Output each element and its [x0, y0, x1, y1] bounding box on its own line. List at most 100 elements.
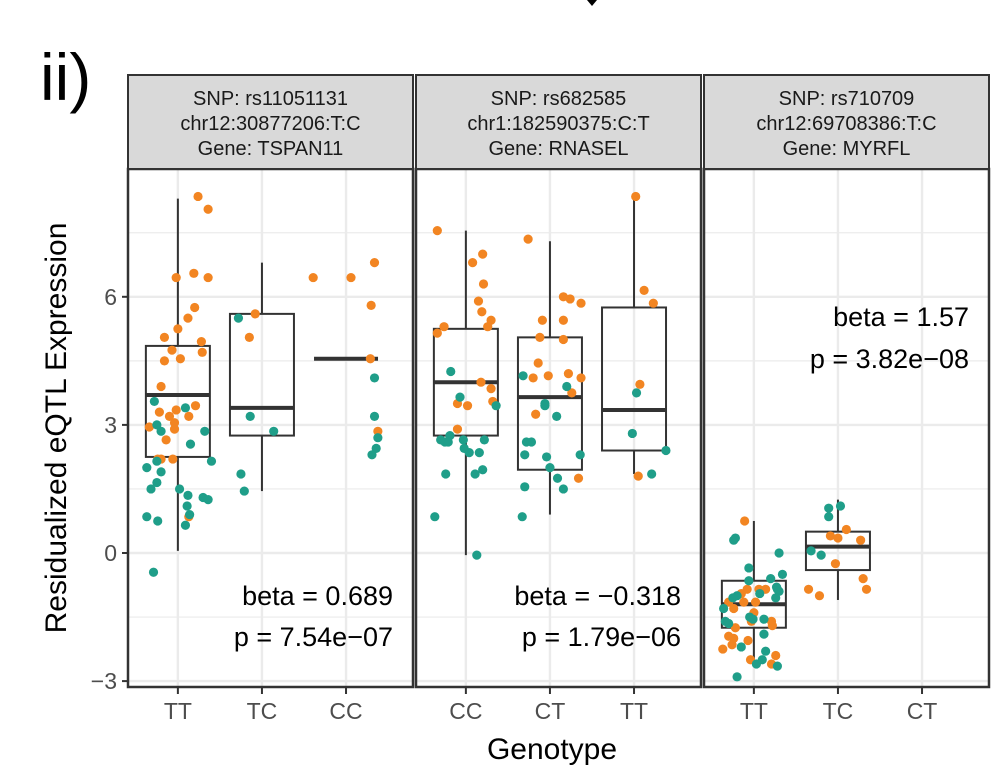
data-point-orange	[718, 644, 728, 654]
strip-line: chr12:30877206:T:C	[180, 113, 360, 135]
data-point-orange	[452, 424, 463, 434]
data-point-teal	[520, 450, 530, 460]
data-point-orange	[565, 294, 575, 304]
boxplot-tt	[601, 196, 668, 475]
data-point-orange	[154, 407, 164, 417]
data-point-orange	[825, 531, 835, 541]
data-point-orange	[771, 650, 781, 661]
data-point-teal	[436, 435, 446, 445]
data-point-teal	[730, 533, 740, 543]
data-point-teal	[430, 512, 440, 522]
data-point-orange	[563, 369, 574, 379]
data-point-teal	[459, 443, 469, 453]
data-point-teal	[185, 509, 195, 520]
y-tick-label: 3	[104, 412, 117, 438]
data-point-teal	[562, 381, 572, 392]
data-point-orange	[742, 584, 752, 594]
facet-panel: beta = 0.689 p = 7.54e−07 SNP: rs11051131 c…	[126, 74, 415, 724]
data-point-teal	[239, 486, 249, 496]
data-point-teal	[174, 484, 185, 494]
data-point-teal	[761, 646, 771, 656]
data-point-orange	[159, 332, 170, 342]
data-point-orange	[164, 411, 175, 421]
data-point-orange	[308, 272, 318, 283]
data-point-orange	[478, 279, 489, 289]
data-point-orange	[171, 405, 181, 415]
data-point-teal	[724, 618, 734, 629]
data-point-orange	[144, 422, 154, 432]
data-point-orange	[730, 623, 740, 633]
data-point-orange	[169, 424, 180, 434]
plot-background	[416, 169, 701, 687]
strip-line: SNP: rs682585	[491, 88, 627, 110]
data-point-teal	[367, 450, 377, 460]
data-point-teal	[491, 401, 501, 411]
data-point-teal	[518, 371, 528, 381]
box-iqr	[144, 344, 211, 458]
facet-panel: beta = −0.318 p = 1.79e−06 SNP: rs682585 ch…	[414, 74, 703, 724]
data-point-orange	[567, 388, 577, 398]
data-point-teal	[647, 469, 657, 479]
data-point-orange	[167, 345, 177, 355]
x-tick-label: CT	[535, 698, 566, 724]
data-point-teal	[455, 392, 465, 402]
y-tick-label: 6	[104, 284, 117, 310]
data-point-orange	[203, 272, 213, 283]
x-tick-label: CC	[449, 698, 482, 724]
data-point-teal	[816, 550, 826, 560]
data-point-teal	[526, 437, 537, 447]
data-point-teal	[180, 520, 191, 530]
data-point-teal	[732, 672, 742, 682]
data-point-orange	[727, 640, 737, 650]
x-axis-title: Genotype	[487, 733, 617, 766]
data-point-orange	[175, 354, 185, 364]
box-iqr	[228, 312, 295, 437]
data-point-orange	[373, 426, 383, 436]
boxplot-tt	[144, 198, 211, 551]
data-point-teal	[369, 411, 380, 421]
data-point-teal	[835, 501, 846, 511]
facet-strip	[703, 74, 990, 170]
data-point-teal	[755, 588, 765, 599]
data-point-teal	[185, 439, 196, 449]
data-point-orange	[197, 347, 207, 357]
data-point-orange	[473, 296, 484, 306]
data-point-teal	[719, 603, 729, 614]
data-point-orange	[830, 559, 841, 569]
data-point-teal	[200, 426, 210, 436]
strip-line: Gene: MYRFL	[783, 138, 911, 160]
data-point-orange	[483, 322, 493, 332]
strip-line: Gene: TSPAN11	[198, 138, 344, 160]
data-point-teal	[203, 495, 213, 505]
data-point-orange	[171, 272, 181, 283]
data-point-orange	[486, 384, 496, 394]
data-point-teal	[142, 463, 152, 473]
data-point-orange	[156, 381, 166, 392]
data-point-teal	[540, 401, 550, 411]
data-point-teal	[441, 469, 451, 479]
panel-tag: ii)	[40, 40, 91, 114]
data-point-orange	[648, 298, 658, 308]
beta-annotation: beta = 1.57	[833, 302, 969, 332]
data-point-teal	[148, 567, 159, 577]
data-point-orange	[346, 272, 356, 283]
data-point-teal	[552, 473, 563, 483]
x-tick-label: TT	[164, 698, 192, 724]
data-point-orange	[365, 354, 375, 364]
data-point-teal	[806, 546, 816, 556]
data-point-orange	[193, 191, 203, 202]
data-point-orange	[573, 473, 584, 483]
data-point-orange	[576, 373, 586, 383]
data-point-orange	[528, 373, 538, 383]
data-point-teal	[748, 614, 758, 624]
data-point-teal	[520, 482, 530, 492]
data-point-orange	[467, 258, 478, 268]
data-point-teal	[182, 501, 192, 511]
data-point-orange	[537, 315, 547, 325]
data-point-orange	[739, 597, 749, 607]
data-point-teal	[736, 642, 746, 652]
data-point-orange	[168, 454, 178, 464]
p-value-annotation: p = 3.82e−08	[810, 344, 969, 374]
data-point-orange	[750, 597, 761, 607]
